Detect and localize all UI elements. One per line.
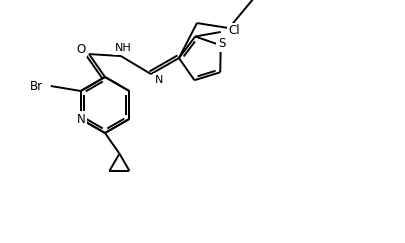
- Text: Cl: Cl: [229, 25, 241, 37]
- Text: Br: Br: [30, 79, 43, 93]
- Text: N: N: [77, 113, 85, 125]
- Text: N: N: [155, 75, 163, 85]
- Text: S: S: [218, 37, 226, 50]
- Text: O: O: [76, 43, 85, 56]
- Text: NH: NH: [115, 43, 131, 53]
